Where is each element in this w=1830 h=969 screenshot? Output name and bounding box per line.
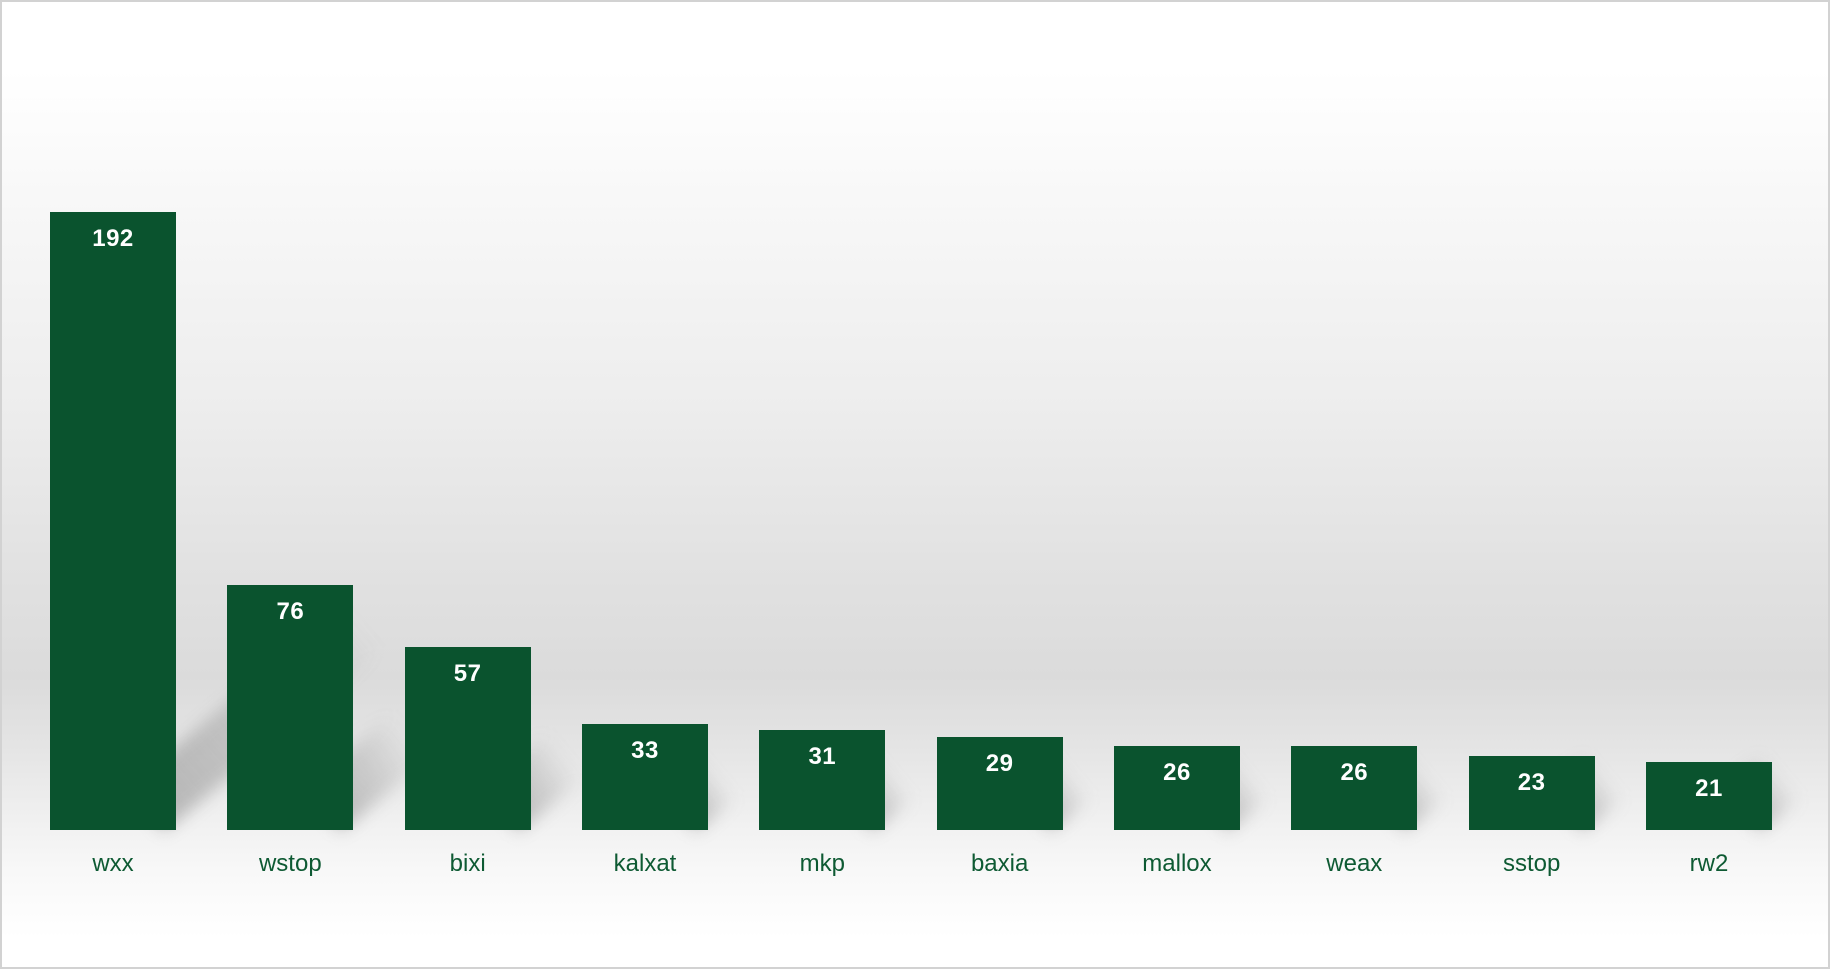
- bar: 21: [1645, 762, 1772, 830]
- bar-column: 23 sstop: [1468, 752, 1625, 877]
- bar-value-label: 192: [92, 225, 134, 252]
- bar-value-label: 31: [808, 743, 837, 770]
- bar-value-label: 26: [1340, 759, 1369, 786]
- bar: 26: [1113, 746, 1240, 830]
- bar-column: 192 wxx: [50, 212, 392, 877]
- bar: 76: [227, 585, 354, 830]
- bar: 192: [50, 212, 176, 830]
- bar: 26: [1291, 746, 1418, 830]
- category-label: weax: [1326, 850, 1383, 877]
- bar-value-label: 29: [985, 750, 1014, 777]
- bar: 33: [581, 724, 708, 830]
- bar-value-label: 33: [631, 737, 659, 764]
- bar: 23: [1468, 756, 1595, 830]
- category-label: baxia: [970, 850, 1029, 877]
- category-label: bixi: [449, 850, 486, 877]
- bar: 57: [404, 647, 531, 830]
- bar-column: 31 mkp: [759, 730, 916, 877]
- category-label: mallox: [1142, 850, 1212, 877]
- bar-value-label: 23: [1517, 769, 1546, 796]
- category-label: sstop: [1502, 850, 1561, 877]
- category-label: wstop: [258, 850, 322, 877]
- bar-column: 29 baxia: [936, 737, 1093, 877]
- bar-value-label: 21: [1695, 775, 1723, 802]
- bar-column: 26 mallox: [1113, 746, 1271, 877]
- bar-column: 33 kalxat: [581, 724, 739, 877]
- category-label: wxx: [92, 850, 134, 877]
- bar-column: 26 weax: [1291, 746, 1448, 877]
- bar-column: 57 bixi: [404, 647, 587, 877]
- bar-column: 76 wstop: [227, 585, 432, 877]
- bars-row: 192 wxx 76 wstop 57 bixi 33 kalxat 31 mkp 29 baxia 2…: [2, 2, 1828, 877]
- bar-value-label: 57: [453, 660, 482, 687]
- bar: 29: [936, 737, 1063, 830]
- category-label: mkp: [799, 850, 845, 877]
- bar: 31: [759, 730, 886, 830]
- bar-column: 21 rw2: [1645, 752, 1803, 877]
- category-label: rw2: [1689, 850, 1729, 877]
- bar-value-label: 76: [276, 598, 305, 625]
- bar-value-label: 26: [1163, 759, 1191, 786]
- category-label: kalxat: [613, 850, 677, 877]
